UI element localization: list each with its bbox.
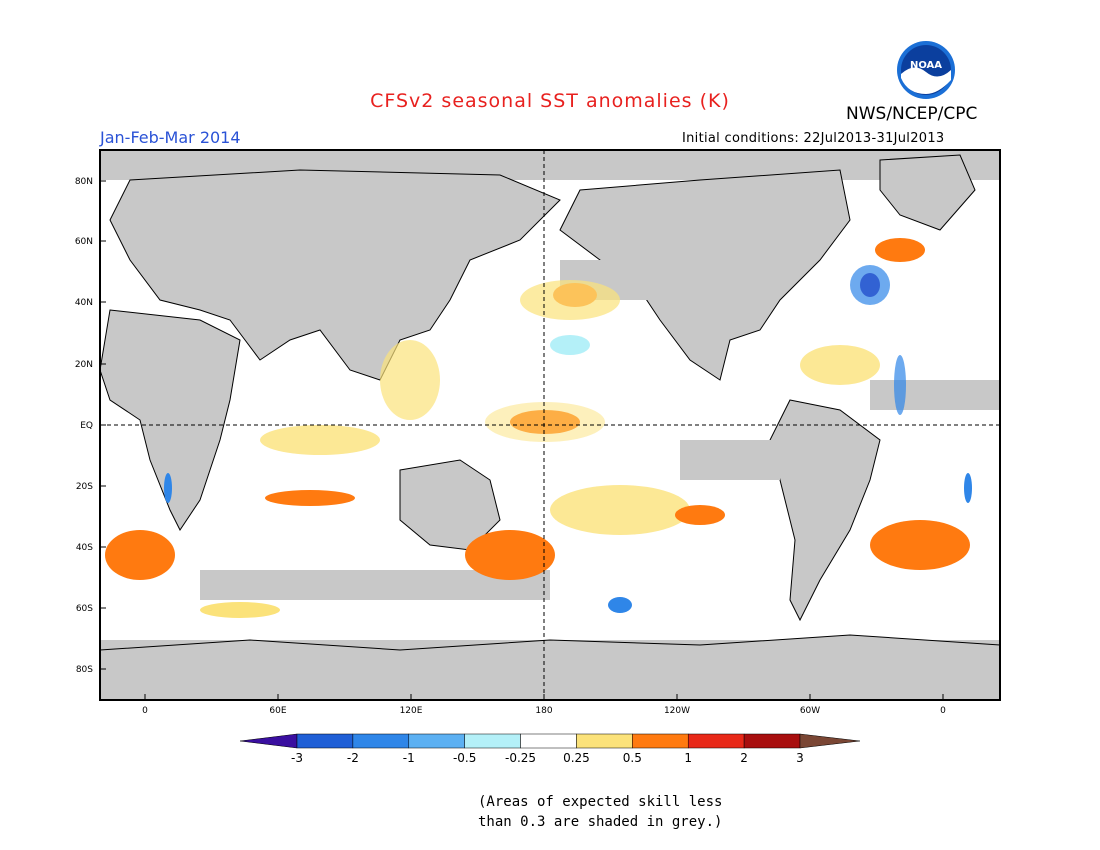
lat-tick-label: 40N (75, 298, 93, 308)
lat-tick-label: 40S (76, 543, 93, 553)
anomaly-patch (265, 490, 355, 506)
lat-tick-label: 20S (76, 482, 93, 492)
colorbar-swatch (632, 733, 689, 749)
colorbar-swatch (520, 733, 577, 749)
lon-tick-label: 120E (400, 706, 423, 716)
colorbar-label: 1 (684, 751, 692, 765)
colorbar: -3 -2 -1 -0.5 -0.25 0.25 0.5 1 2 3 (239, 733, 861, 765)
colorbar-label: -0.25 (505, 751, 536, 765)
anomaly-patch (465, 530, 555, 580)
ocean-grey-1 (680, 440, 780, 480)
anomaly-patch (870, 520, 970, 570)
anomaly-patch (875, 238, 925, 262)
skill-note-line-1: (Areas of expected skill less (478, 794, 723, 810)
colorbar-swatch (743, 733, 801, 749)
lat-tick-label: 80S (76, 665, 93, 675)
colorbar-swatch (408, 733, 465, 749)
colorbar-swatch (576, 733, 633, 749)
anomaly-patch (894, 355, 906, 415)
colorbar-label: -1 (403, 751, 415, 765)
greenland-land (879, 154, 976, 231)
lon-tick-label: 0 (142, 706, 148, 716)
anomaly-patch (608, 597, 632, 613)
colorbar-swatch (352, 733, 410, 749)
lat-tick-label: EQ (80, 421, 93, 431)
colorbar-label: 3 (796, 751, 804, 765)
anomaly-patch (850, 265, 890, 305)
anomaly-patch (380, 340, 440, 420)
lon-tick-label: 60W (800, 706, 820, 716)
africa-land (100, 309, 241, 531)
season-label: Jan-Feb-Mar 2014 (100, 128, 241, 147)
lon-tick-label: 60E (269, 706, 286, 716)
skill-note-line-2: than 0.3 are shaded in grey.) (478, 814, 723, 830)
chart-title: CFSv2 seasonal SST anomalies (K) (370, 90, 730, 112)
logo-text: NOAA (910, 60, 942, 71)
colorbar-label: 0.25 (563, 751, 590, 765)
lat-tick-label: 60S (76, 604, 93, 614)
eurasia-land (109, 169, 561, 381)
colorbar-label: -0.5 (453, 751, 476, 765)
anomaly-patch (485, 402, 605, 442)
anomaly-patch (520, 280, 620, 320)
colorbar-label: -2 (347, 751, 359, 765)
anomaly-patch (964, 473, 972, 503)
anomaly-patch (164, 473, 172, 503)
lat-tick-label: 60N (75, 237, 93, 247)
initial-conditions-label: Initial conditions: 22Jul2013-31Jul2013 (682, 131, 945, 146)
colorbar-swatch (464, 733, 521, 749)
skill-note: (Areas of expected skill less than 0.3 a… (478, 792, 722, 832)
colorbar-swatch (239, 733, 298, 749)
anomaly-patch (105, 530, 175, 580)
lat-tick-label: 20N (75, 360, 93, 370)
anomaly-patch (675, 505, 725, 525)
anomaly-patch (800, 345, 880, 385)
colorbar-label: 0.5 (623, 751, 642, 765)
agency-label: NWS/NCEP/CPC (846, 104, 978, 124)
latitude-axis: 80N 60N 40N 20N EQ 20S 40S 60S 80S (75, 177, 106, 675)
colorbar-swatch (687, 733, 745, 749)
colorbar-label: -3 (291, 751, 303, 765)
lon-tick-label: 0 (940, 706, 946, 716)
colorbar-label: 2 (740, 751, 748, 765)
colorbar-swatch (799, 733, 861, 749)
lon-tick-label: 180 (535, 706, 552, 716)
anomaly-patch (200, 602, 280, 618)
anomaly-patch (550, 335, 590, 355)
longitude-axis: 0 60E 120E 180 120W 60W 0 (142, 694, 946, 716)
antarctica-land (100, 634, 1000, 700)
ocean-grey-2 (870, 380, 1000, 410)
anomaly-patch (260, 425, 380, 455)
anomaly-patch (550, 485, 690, 535)
noaa-logo-icon: NOAA (897, 41, 955, 99)
lat-tick-label: 80N (75, 177, 93, 187)
colorbar-swatch (296, 733, 354, 749)
lon-tick-label: 120W (664, 706, 690, 716)
